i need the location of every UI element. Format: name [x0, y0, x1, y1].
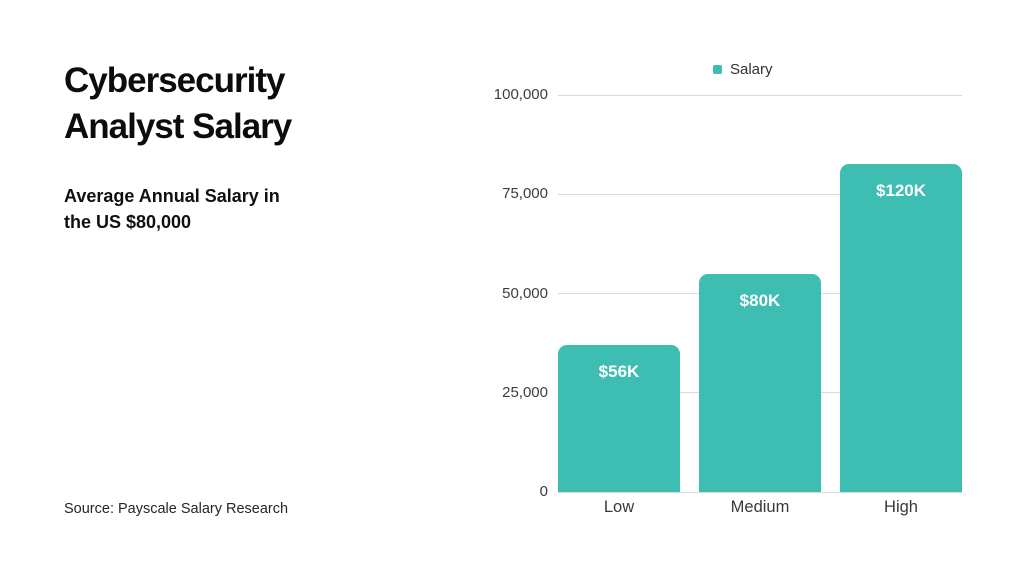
y-axis-tick-label: 50,000: [502, 284, 548, 302]
source-note: Source: Payscale Salary Research: [64, 501, 289, 517]
subtitle-line-1: Average Annual Salary in: [64, 186, 280, 206]
subtitle-line-2: the US $80,000: [64, 212, 192, 232]
page-subtitle: Average Annual Salary in the US $80,000: [64, 183, 280, 235]
gridline-0: [558, 491, 962, 493]
bar-value-label: $56K: [598, 362, 640, 382]
y-axis-tick-label: 75,000: [502, 185, 548, 203]
chart-legend: Salary: [713, 61, 773, 78]
bar-low: $56K: [558, 345, 680, 492]
page-title: Cybersecurity Analyst Salary: [64, 58, 292, 150]
y-axis-tick-label: 100,000: [493, 86, 548, 103]
x-axis-tick-label: Low: [603, 498, 635, 516]
title-line-2: Analyst Salary: [64, 107, 292, 146]
bar-value-label: $80K: [739, 290, 781, 310]
gridline-75,000: [558, 193, 962, 195]
y-axis-tick-label: 0: [539, 483, 548, 500]
x-axis-tick-label: Medium: [730, 498, 790, 516]
legend-label: Salary: [730, 61, 773, 78]
y-axis-tick-label: 25,000: [502, 383, 548, 401]
legend-swatch-icon: [713, 65, 722, 74]
x-axis-tick-label: High: [884, 498, 918, 516]
bar-value-label: $120K: [875, 181, 927, 201]
gridline-100,000: [558, 94, 962, 96]
bar-high: $120K: [840, 164, 962, 492]
title-line-1: Cybersecurity: [64, 61, 285, 100]
bar-medium: $80K: [699, 273, 821, 492]
